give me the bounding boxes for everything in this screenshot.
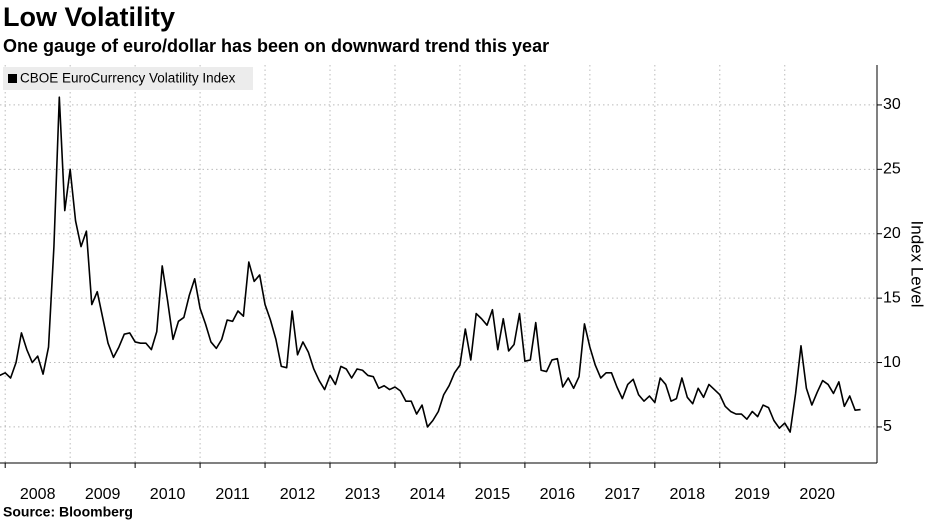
x-tick-label: 2010 <box>150 486 186 503</box>
y-tick-label: 25 <box>883 161 901 178</box>
x-tick-label: 2015 <box>475 486 511 503</box>
grid: 5 10 15 20 25 30 2008 2009 2010 2011 2012 2013 2014 2… <box>0 65 901 503</box>
x-tick-label: 2011 <box>215 486 250 503</box>
line <box>0 96 861 433</box>
y-tick-label: 10 <box>883 354 901 371</box>
chart-subtitle: One gauge of euro/dollar has been on dow… <box>3 36 549 56</box>
x-tick-label: 2014 <box>410 486 446 503</box>
legend: CBOE EuroCurrency Volatility Index <box>3 67 253 90</box>
chart-title: Low Volatility <box>3 2 175 32</box>
source: Source: Bloomberg <box>3 504 133 520</box>
x-tick-label: 2017 <box>605 486 641 503</box>
y-tick-label: 30 <box>883 96 901 113</box>
x-tick-label: 2019 <box>734 486 770 503</box>
x-tick-label: 2013 <box>345 486 381 503</box>
x-tick-label: 2018 <box>670 486 706 503</box>
legend-label: CBOE EuroCurrency Volatility Index <box>20 71 236 86</box>
plot <box>0 96 861 433</box>
y-tick-label: 5 <box>883 418 892 435</box>
x-tick-label: 2009 <box>85 486 121 503</box>
y-tick-label: 15 <box>883 289 901 306</box>
x-tick-label: 2008 <box>20 486 56 503</box>
y-axis-label: Index Level <box>908 221 927 308</box>
x-tick-label: 2020 <box>799 486 835 503</box>
x-tick-label: 2016 <box>540 486 576 503</box>
legend-swatch <box>8 74 17 83</box>
legend-box <box>3 67 253 90</box>
y-tick-label: 20 <box>883 225 901 242</box>
x-tick-label: 2012 <box>280 486 316 503</box>
